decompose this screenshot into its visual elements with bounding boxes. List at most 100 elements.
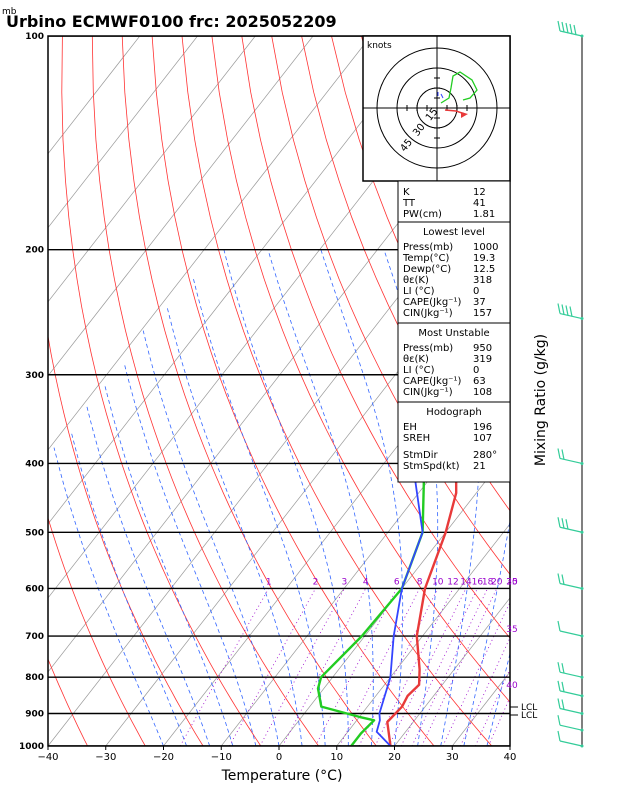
lowest-level-row-value: 157 — [473, 308, 492, 319]
moist-adiabat-line — [124, 364, 257, 746]
wind-barb-flag — [565, 305, 569, 316]
wind-barb-staff — [559, 690, 583, 697]
moist-adiabat-line — [486, 652, 510, 746]
hodograph-trace — [440, 71, 478, 104]
wind-barb-flag — [561, 518, 565, 529]
wind-barb-flag — [565, 22, 569, 34]
dry-adiabat-line — [181, 36, 493, 746]
wind-barb-flag — [557, 303, 561, 314]
wind-barb-flag — [561, 681, 565, 693]
most-unstable-row-label: CIN(Jkg⁻¹) — [403, 387, 453, 398]
wind-barb-flag — [557, 620, 561, 632]
most-unstable-row-label: θε(K) — [403, 354, 429, 365]
moist-adiabat-line — [223, 249, 349, 746]
wind-barb-flag — [557, 680, 561, 692]
isotherm-line — [509, 745, 510, 746]
hodograph-stats-row-label: SREH — [403, 433, 430, 444]
wind-barb-dot — [580, 317, 584, 321]
wind-barb-dot — [580, 712, 584, 716]
dry-adiabat-line — [151, 36, 435, 746]
moist-adiabat-line — [193, 279, 326, 746]
mixing-ratio-line — [421, 588, 498, 746]
wind-barb-dot — [580, 694, 584, 698]
isotherm-line — [48, 36, 372, 451]
wind-barb-flag — [573, 24, 577, 36]
hodograph-mean-wind — [437, 92, 444, 99]
wind-barb-dot — [580, 530, 584, 534]
lcl-label: LCL — [521, 703, 537, 713]
wind-barb-staff — [559, 457, 583, 465]
mixing-ratio-label: 35 — [506, 625, 517, 635]
lowest-level-row-value: 19.3 — [473, 253, 495, 264]
mixing-ratio-line — [259, 588, 345, 746]
lowest-level-row-label: CAPE(Jkg⁻¹) — [403, 297, 461, 308]
wind-barb-dot — [580, 461, 584, 465]
mixing-ratio-line — [411, 588, 488, 746]
mixing-ratio-line — [315, 588, 398, 746]
lowest-level-row-label: Temp(°C) — [402, 253, 450, 264]
plot-area — [48, 36, 618, 746]
moist-adiabat-line — [166, 305, 303, 746]
pressure-tick-label: 1000 — [19, 742, 44, 752]
wind-barb-dot — [580, 675, 584, 679]
pressure-tick-label: 100 — [25, 32, 44, 42]
wind-barb-dot — [580, 728, 584, 732]
mixing-ratio-line — [339, 588, 420, 746]
wind-barb-flag — [557, 20, 561, 32]
lowest-level-row-label: Dewp(°C) — [403, 264, 451, 275]
mixing-ratio-label: 8 — [417, 578, 423, 588]
moist-adiabat-line — [440, 249, 481, 746]
wind-profile — [557, 20, 584, 748]
wind-barb-flag — [557, 448, 561, 459]
wind-barb-flag — [557, 662, 561, 673]
mixing-ratio-label: 16 — [472, 578, 484, 588]
hodograph-stats-row-value: 196 — [473, 422, 492, 433]
most-unstable-row-value: 0 — [473, 365, 479, 376]
wind-barb-dot — [580, 34, 584, 38]
hodograph-stats-row-value: 107 — [473, 433, 492, 444]
pressure-axis: 100 200 300 400 500 600 700 800 900 1000 — [19, 32, 44, 752]
wind-barb-dot — [580, 634, 584, 638]
mixing-ratio-label: 18 — [482, 578, 494, 588]
temperature-tick-label: −10 — [211, 752, 232, 763]
wind-barb-staff — [559, 671, 583, 678]
wind-barb-staff — [559, 630, 583, 637]
lowest-level-row-value: 37 — [473, 297, 486, 308]
pressure-tick-label: 200 — [25, 246, 44, 256]
lowest-level-heading: Lowest level — [423, 227, 485, 238]
pressure-tick-label: 800 — [25, 673, 44, 683]
pressure-tick-label: 300 — [25, 371, 44, 381]
lowest-level-row-value: 12.5 — [473, 264, 495, 275]
indices-panel: K 12 TT 41 PW(cm) 1.81 Lowest level Press(mb) 10… — [397, 180, 511, 483]
x-axis-label: Temperature (°C) — [221, 768, 343, 784]
dry-adiabat-line — [301, 36, 510, 512]
wind-barb-flag — [561, 699, 565, 710]
dry-adiabat-line — [241, 36, 510, 639]
hodograph-stats-row-label: StmDir — [403, 450, 438, 461]
isotherm-line — [48, 36, 198, 229]
temperature-tick-label: −20 — [153, 752, 174, 763]
isotherm-line — [278, 449, 510, 746]
wind-barb-flag — [565, 519, 569, 530]
dry-adiabat-line — [121, 36, 377, 746]
temperature-tick-label: 40 — [504, 752, 517, 763]
tt-index-label: TT — [402, 198, 416, 209]
isotherm-line — [48, 36, 429, 525]
mixing-ratio-line — [229, 588, 316, 746]
wind-barb-staff — [559, 582, 583, 590]
pressure-unit-label: mb — [2, 7, 17, 17]
wind-barb-flag — [569, 306, 573, 317]
mixing-ratio-line — [475, 668, 510, 746]
moist-adiabat-line — [383, 249, 439, 746]
y-axis-label: Mixing Ratio (g/kg) — [533, 334, 549, 466]
lowest-level-row-value: 0 — [473, 286, 479, 297]
isotherm-line — [48, 153, 510, 746]
moist-adiabat-line — [53, 447, 164, 746]
lowest-level-row-label: CIN(Jkg⁻¹) — [403, 308, 453, 319]
moist-adiabat-line — [142, 330, 280, 746]
temperature-tick-label: 30 — [446, 752, 459, 763]
mixing-ratio-label: 1 — [266, 578, 272, 588]
dry-adiabat-line — [601, 36, 618, 746]
